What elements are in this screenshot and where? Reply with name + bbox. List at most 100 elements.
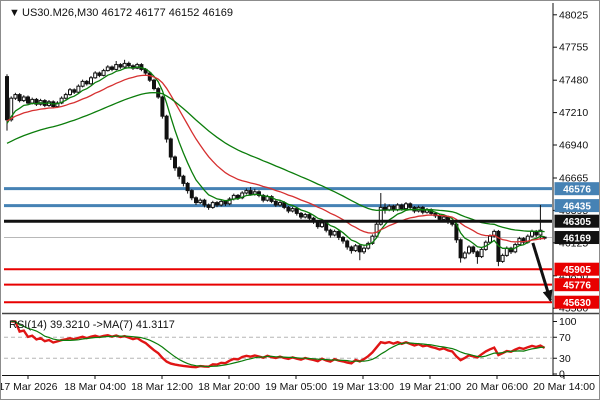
candle-body <box>479 248 484 258</box>
rsi-tick-label: 0 <box>559 369 565 381</box>
candle-body <box>223 200 228 205</box>
candle <box>404 202 408 211</box>
candle-body <box>273 200 278 206</box>
price-tick-label: 47755 <box>559 42 588 54</box>
candle <box>303 212 308 219</box>
candle-body <box>399 204 404 210</box>
candle-body <box>164 115 169 140</box>
candle-body <box>198 199 203 204</box>
price-badge <box>554 199 599 213</box>
price-badge <box>554 262 599 276</box>
candle-body <box>30 98 35 104</box>
candle <box>248 187 253 196</box>
candle <box>215 201 219 208</box>
candle <box>89 76 93 85</box>
price-badges-layer: 46576 46435 46305 46169 45905 45776 45630 <box>554 182 599 309</box>
candle-body <box>408 203 413 208</box>
candle <box>269 195 274 204</box>
symbol-dropdown-icon[interactable]: ▼ <box>9 7 20 19</box>
candle <box>63 92 68 100</box>
candle-body <box>467 246 471 254</box>
candle-body <box>328 229 333 236</box>
candle <box>299 211 303 220</box>
candle-body <box>55 102 60 108</box>
candle <box>345 239 350 250</box>
candle-body <box>206 204 211 208</box>
candle <box>198 198 203 205</box>
candle-body <box>26 96 30 104</box>
candle <box>122 59 127 68</box>
candle-body <box>118 64 123 68</box>
candle-body <box>500 254 505 262</box>
candle <box>479 247 484 259</box>
candle <box>97 71 102 78</box>
candle-body <box>5 76 9 121</box>
price-badge-label: 45630 <box>563 298 591 309</box>
candle-body <box>173 156 177 169</box>
candle-body <box>110 66 114 70</box>
candle <box>294 207 299 216</box>
candle-body <box>509 247 513 253</box>
candle-body <box>299 212 303 218</box>
candle-body <box>202 199 207 206</box>
candle-body <box>152 79 156 90</box>
candle <box>17 93 22 103</box>
candle-body <box>290 208 295 212</box>
candle <box>408 202 413 210</box>
price-badge <box>554 214 599 228</box>
price-badge-label: 45776 <box>563 280 591 291</box>
candle <box>496 229 501 267</box>
candle <box>93 71 98 79</box>
candle <box>164 114 169 143</box>
price-badge <box>554 182 599 196</box>
price-tick-label: 47480 <box>559 75 588 87</box>
price-badge-label: 46305 <box>563 217 591 228</box>
candle <box>458 238 463 263</box>
ma-mid-red <box>6 74 545 243</box>
candle-body <box>387 205 392 211</box>
time-tick-label: 19 Mar 05:00 <box>265 381 327 393</box>
candle <box>462 251 467 260</box>
candle <box>278 200 282 207</box>
down-target-arrow[interactable] <box>531 242 553 303</box>
candle-body <box>84 80 89 85</box>
candle <box>286 205 291 214</box>
price-badge-label: 45905 <box>563 265 591 276</box>
candle <box>118 63 123 69</box>
candle-body <box>530 230 534 237</box>
candle-body <box>189 190 194 199</box>
price-badge-label: 46169 <box>563 233 591 244</box>
candle-body <box>404 203 408 210</box>
candle-body <box>349 246 354 252</box>
candle-body <box>542 236 547 239</box>
candle-body <box>126 62 131 67</box>
candle <box>353 244 358 253</box>
candle <box>244 188 249 195</box>
candle-body <box>89 77 93 85</box>
candle-body <box>458 239 463 259</box>
candle <box>72 88 77 94</box>
time-tick-label: 20 Mar 06:00 <box>466 381 528 393</box>
candle-body <box>336 230 341 238</box>
candle-body <box>257 191 261 196</box>
candle <box>357 244 362 261</box>
ma-slow-green <box>6 91 545 233</box>
rsi-tick-label: 70 <box>559 332 571 344</box>
candle-body <box>101 70 106 76</box>
candle <box>509 246 513 254</box>
candle-body <box>248 190 253 195</box>
candle-body <box>488 235 492 243</box>
candle <box>273 199 278 207</box>
candle-body <box>374 223 379 237</box>
candle <box>185 181 190 194</box>
candle <box>471 245 476 254</box>
price-badge-label: 46435 <box>563 201 591 212</box>
candle-body <box>21 96 26 102</box>
candle-body <box>362 247 366 253</box>
candle-body <box>378 206 383 225</box>
candle-body <box>353 245 358 252</box>
time-tick-label: 20 Mar 14:00 <box>533 381 595 393</box>
candle-body <box>294 208 299 214</box>
candle-body <box>303 214 308 218</box>
